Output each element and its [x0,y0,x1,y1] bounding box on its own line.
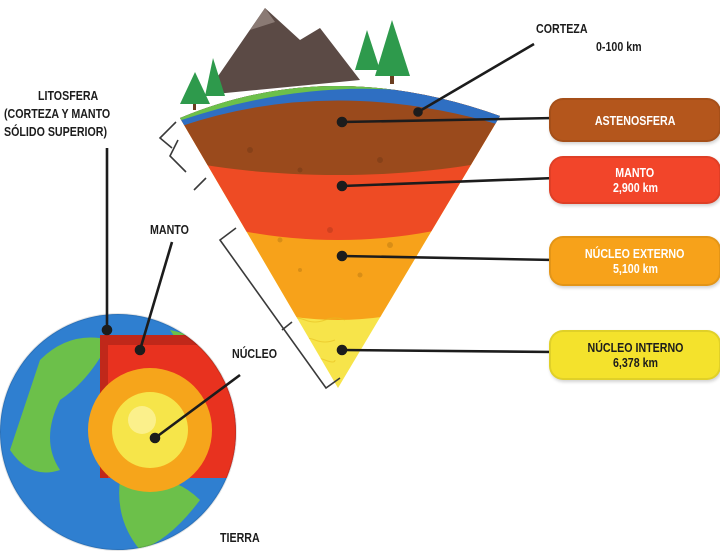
nucleo-globe-label: NÚCLEO [232,346,278,361]
astenosfera-band [180,85,500,175]
layer-pill-manto: MANTO 2,900 km [549,156,720,204]
pointer-lines [101,42,556,444]
layer-depth: 2,900 km [612,180,658,195]
layer-brackets [158,121,341,390]
corteza-label: CORTEZA [536,21,588,36]
layer-name: MANTO [615,165,655,180]
earth-globe [0,313,237,551]
layer-name: NÚCLEO INTERNO [587,340,683,355]
mountain-icon [205,8,360,95]
corteza-range: 0-100 km [596,39,642,54]
litosfera-label-line3: SÓLIDO SUPERIOR) [4,124,108,139]
layer-name: ASTENOSFERA [594,112,676,128]
layer-pill-astenosfera: ASTENOSFERA [549,98,720,142]
litosfera-label-line1: LITOSFERA [38,88,99,103]
layer-name: NÚCLEO EXTERNO [585,246,685,261]
tree-icon [180,20,410,110]
manto-globe-label: MANTO [150,222,189,237]
layer-pill-nucleo-externo: NÚCLEO EXTERNO 5,100 km [549,236,720,286]
layer-depth: 5,100 km [612,261,658,276]
litosfera-label-line2: (CORTEZA Y MANTO [4,106,111,121]
layer-pill-nucleo-interno: NÚCLEO INTERNO 6,378 km [549,330,720,380]
layer-depth: 6,378 km [612,355,658,370]
crust-land-band [180,85,420,124]
tierra-label: TIERRA [220,530,260,545]
